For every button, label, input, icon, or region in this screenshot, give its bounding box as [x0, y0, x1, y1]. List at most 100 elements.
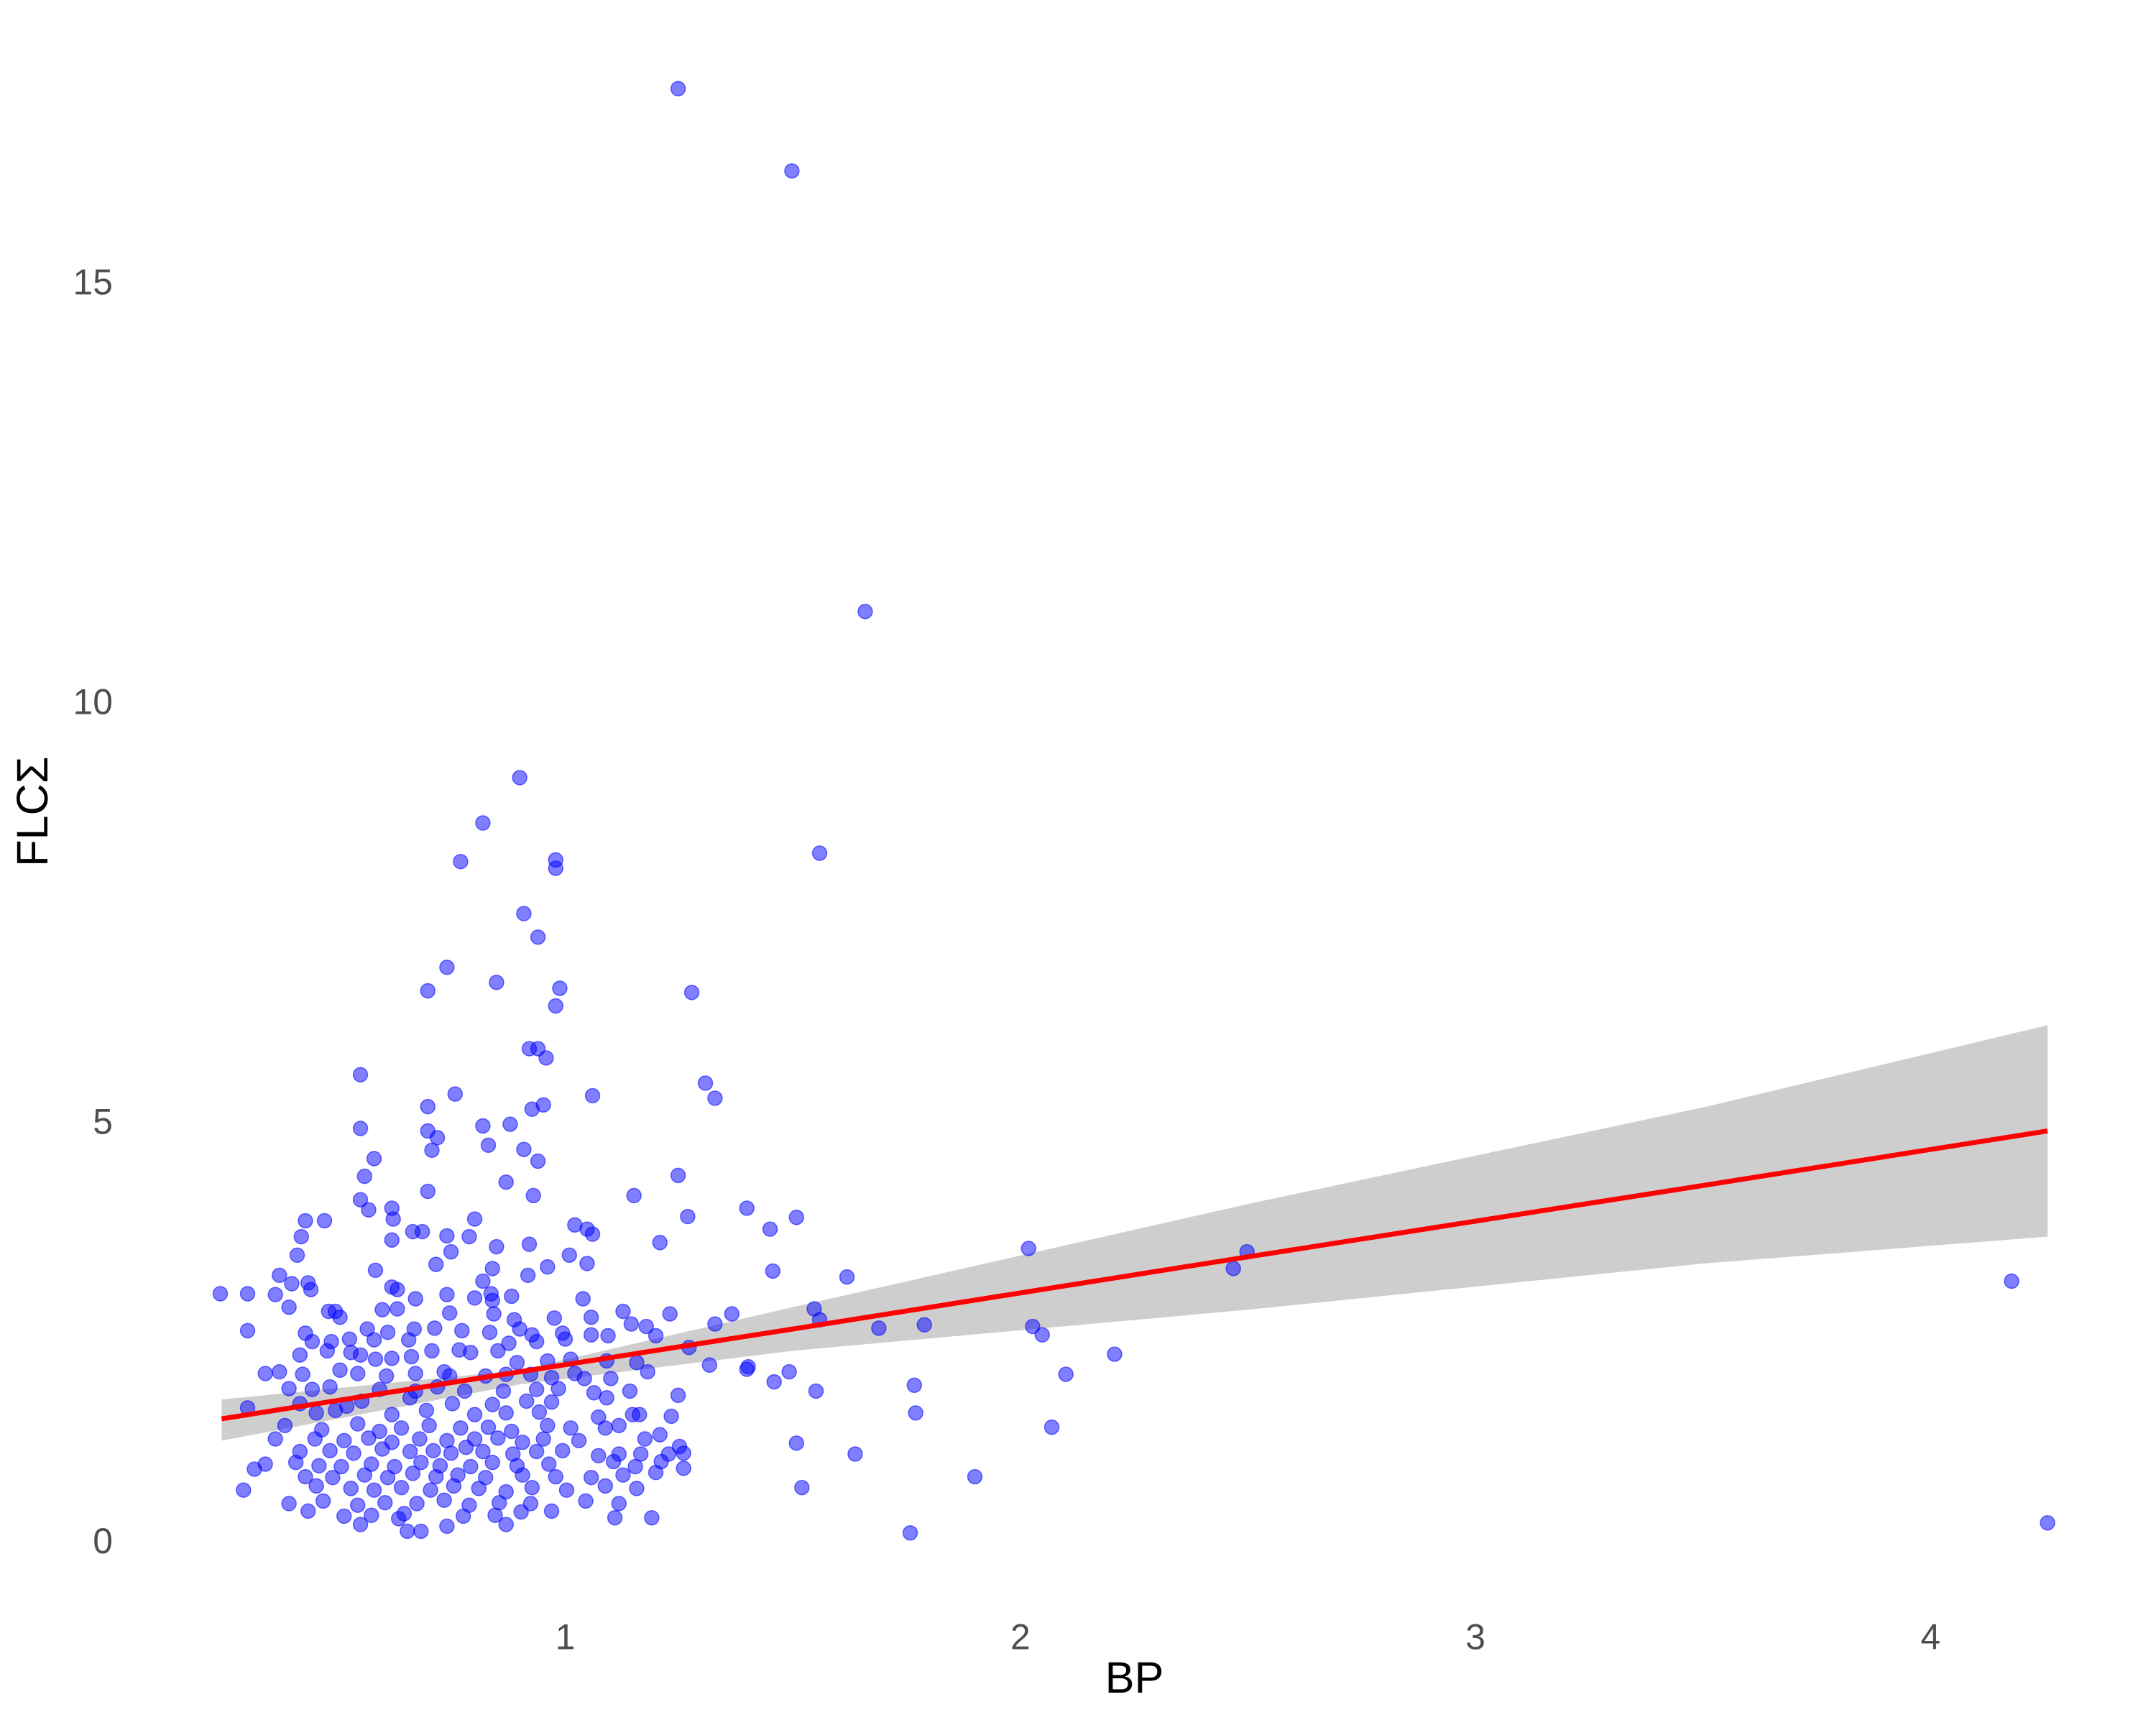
point: [367, 1262, 384, 1279]
point: [405, 1466, 421, 1481]
point: [281, 1496, 297, 1512]
point: [350, 1366, 366, 1381]
point: [516, 1141, 532, 1157]
point: [531, 1404, 548, 1420]
point: [441, 1305, 458, 1321]
point: [281, 1381, 297, 1397]
point: [239, 1322, 256, 1339]
point: [528, 1443, 545, 1460]
point: [1107, 1346, 1123, 1362]
point: [670, 80, 686, 97]
point: [557, 1331, 573, 1347]
point: [765, 1263, 781, 1279]
point: [676, 1445, 691, 1461]
point: [456, 1383, 473, 1399]
point: [591, 1409, 607, 1425]
point: [490, 1343, 506, 1359]
point: [300, 1503, 316, 1519]
point: [550, 1381, 566, 1397]
point: [611, 1417, 627, 1434]
point: [579, 1256, 595, 1271]
point: [543, 1370, 560, 1386]
labels: 1 2 3 4 0 5 10 15: [73, 262, 1941, 1657]
point: [480, 1419, 497, 1435]
point: [670, 1387, 686, 1403]
point: [525, 1187, 541, 1204]
point: [498, 1517, 514, 1532]
point: [316, 1213, 333, 1229]
point: [405, 1223, 421, 1240]
x-tick-label: 2: [1010, 1616, 1031, 1657]
point: [538, 1050, 554, 1066]
point: [520, 1267, 536, 1284]
point: [304, 1381, 321, 1397]
point: [498, 1174, 514, 1190]
point: [528, 1381, 545, 1397]
point: [626, 1187, 642, 1204]
point: [637, 1431, 653, 1447]
point: [387, 1458, 402, 1475]
point: [489, 975, 505, 990]
point: [808, 1383, 824, 1399]
point: [781, 1363, 797, 1380]
point: [366, 1332, 382, 1348]
point: [322, 1443, 338, 1459]
point: [281, 1299, 297, 1315]
x-tick-label: 3: [1465, 1616, 1485, 1657]
point: [615, 1303, 631, 1320]
point: [908, 1405, 923, 1421]
point: [509, 1355, 525, 1371]
point: [378, 1368, 395, 1384]
point: [463, 1345, 479, 1361]
point: [390, 1282, 405, 1297]
point: [267, 1431, 283, 1447]
point: [513, 1504, 529, 1520]
point: [295, 1366, 310, 1382]
y-tick-label: 0: [93, 1521, 113, 1561]
point: [350, 1497, 366, 1513]
point: [762, 1221, 778, 1237]
point: [541, 1456, 557, 1472]
point: [475, 1118, 491, 1134]
point: [461, 1228, 477, 1245]
point: [558, 1482, 575, 1498]
point: [600, 1328, 616, 1344]
point: [364, 1507, 379, 1523]
point: [475, 815, 491, 831]
point: [455, 1508, 471, 1524]
point: [352, 1192, 369, 1208]
point: [540, 1417, 556, 1434]
point: [393, 1479, 410, 1496]
point: [561, 1247, 577, 1264]
point: [304, 1333, 321, 1350]
point: [424, 1343, 440, 1359]
point: [463, 1458, 479, 1475]
point: [466, 1407, 483, 1422]
point: [439, 960, 455, 975]
fit-band-layer: [221, 1025, 2048, 1441]
point: [407, 1366, 423, 1381]
point: [292, 1347, 308, 1363]
point: [236, 1482, 252, 1498]
y-tick-label: 10: [73, 682, 113, 722]
point: [341, 1331, 358, 1347]
point: [857, 604, 873, 620]
point: [361, 1202, 377, 1218]
point: [484, 1397, 500, 1412]
point: [444, 1396, 461, 1412]
point: [393, 1420, 410, 1436]
x-axis-title: BP: [1105, 1653, 1164, 1702]
point: [366, 1482, 382, 1498]
point: [284, 1276, 300, 1292]
point: [701, 1357, 717, 1373]
point: [504, 1288, 520, 1305]
point: [315, 1493, 331, 1509]
point: [443, 1243, 459, 1260]
point: [548, 998, 563, 1014]
point: [212, 1286, 229, 1302]
point: [967, 1468, 983, 1485]
point: [535, 1431, 551, 1447]
point: [576, 1371, 592, 1386]
point: [402, 1390, 418, 1406]
point: [332, 1309, 348, 1325]
